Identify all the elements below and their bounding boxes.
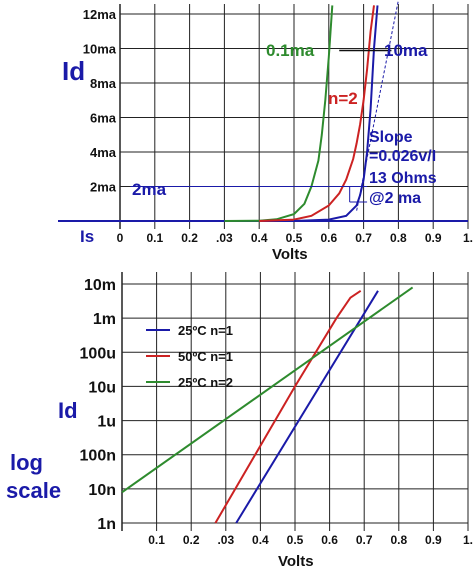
annotation-10ma: 10ma: [384, 41, 428, 60]
bottom-xlabel: Volts: [278, 553, 314, 570]
top-x-tick-label: 0.1: [146, 231, 163, 245]
top-y-tick-label: 8ma: [90, 76, 117, 91]
annotation-0-1ma: 0.1ma: [266, 41, 315, 60]
legend-label-blue: 25ºC n=1: [178, 323, 233, 338]
top-series-curve: [259, 5, 375, 222]
top-slope-tangent: [356, 0, 399, 211]
bottom-x-tick-label: 0.2: [183, 533, 200, 547]
top-x-tick-label: 0.9: [425, 231, 442, 245]
top-ylabel: Id: [62, 56, 85, 86]
top-x-tick-label: 1.: [463, 231, 473, 245]
top-y-tick-label: 6ma: [90, 111, 117, 126]
legend-label-green: 25ºC n=2: [178, 375, 233, 390]
top-y-tick-label: 10ma: [83, 42, 117, 57]
top-xlabel: Volts: [272, 246, 308, 263]
bottom-x-tick-label: 0.6: [321, 533, 338, 547]
top-x-tick-label: 0: [117, 231, 124, 245]
bottom-y-tick-label: 100u: [80, 345, 116, 362]
annotation-2ma: 2ma: [132, 180, 167, 199]
log-id-chart: 10m 1m 100u 10u 1u 100n 10n 1n 0.1 0.2 .03 0.4 0.5 0.…: [80, 272, 473, 547]
top-x-tick-label: 0.6: [320, 231, 337, 245]
top-baseline-label: Is: [80, 227, 94, 246]
bottom-y-tick-label: 10m: [84, 277, 116, 294]
top-y-tick-label: 12ma: [83, 7, 117, 22]
annotation-slope: Slope: [369, 129, 413, 146]
bottom-x-tick-label: 0.7: [356, 533, 373, 547]
bottom-ylabel-scale: scale: [6, 478, 61, 503]
top-y-tick-label: 2ma: [90, 180, 117, 195]
top-x-tick-label: 0.7: [355, 231, 372, 245]
bottom-x-tick-label: 0.5: [287, 533, 304, 547]
bottom-series-line: [121, 286, 414, 494]
bottom-ylabel-log: log: [10, 450, 43, 475]
bottom-y-tick-label: 10n: [88, 482, 116, 499]
bottom-series-line: [214, 289, 362, 524]
bottom-x-tick-label: 0.8: [390, 533, 407, 547]
bottom-y-tick-label: 1m: [93, 311, 116, 328]
top-series-curve: [224, 5, 334, 222]
bottom-y-tick-label: 1u: [97, 414, 116, 431]
top-series-curve: [293, 5, 379, 222]
bottom-x-tick-label: 0.9: [425, 533, 442, 547]
top-x-tick-label: 0.2: [181, 231, 198, 245]
bottom-x-tick-label: 1.: [463, 533, 473, 547]
bottom-x-tick-label: .03: [217, 533, 234, 547]
top-y-tick-label: 4ma: [90, 145, 117, 160]
annotation-at-2ma: @2 ma: [369, 190, 421, 207]
bottom-y-tick-label: 10u: [88, 379, 116, 396]
bottom-y-tick-label: 1n: [97, 516, 116, 533]
annotation-n2: n=2: [328, 89, 358, 108]
top-x-tick-label: 0.4: [251, 231, 268, 245]
annotation-slope-value: =0.026v/I: [369, 148, 436, 165]
top-x-tick-label: .03: [216, 231, 233, 245]
linear-id-chart: 12ma 10ma 8ma 6ma 4ma 2ma 0 0.1 0.2 .03 0.4 0.5 0.6 0…: [58, 0, 473, 245]
bottom-y-tick-label: 100n: [80, 448, 116, 465]
legend-label-red: 50ºC n=1: [178, 349, 233, 364]
bottom-ylabel-id: Id: [58, 398, 78, 423]
top-x-tick-label: 0.5: [286, 231, 303, 245]
annotation-ohms: 13 Ohms: [369, 170, 437, 187]
legend: 25ºC n=1 50ºC n=1 25ºC n=2: [146, 323, 233, 390]
bottom-x-tick-label: 0.4: [252, 533, 269, 547]
bottom-x-tick-label: 0.1: [148, 533, 165, 547]
top-x-tick-label: 0.8: [390, 231, 407, 245]
